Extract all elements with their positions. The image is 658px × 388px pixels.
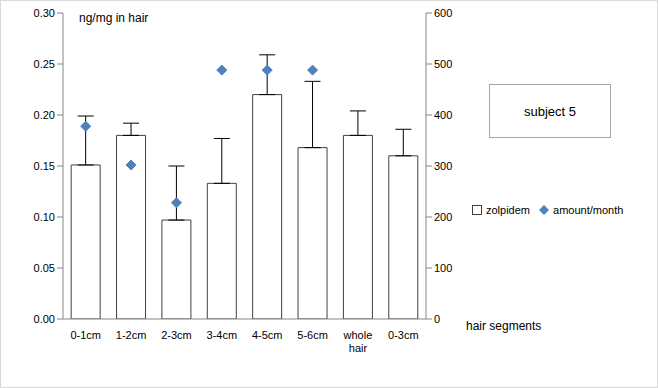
svg-text:600: 600: [434, 7, 452, 19]
svg-text:100: 100: [434, 262, 452, 274]
html-text:hair segments: hair segments: [466, 319, 542, 333]
svg-text:0: 0: [434, 313, 440, 325]
svg-text:2-3cm: 2-3cm: [161, 329, 192, 341]
html-text:ng/mg in hair: ng/mg in hair: [79, 11, 149, 25]
svg-text:300: 300: [434, 160, 452, 172]
svg-text:500: 500: [434, 58, 452, 70]
html-text:subject 5: subject 5: [524, 103, 576, 119]
html-text:amount/month: amount/month: [553, 204, 624, 216]
svg-text:0-3cm: 0-3cm: [388, 329, 419, 341]
svg-text:0-1cm: 0-1cm: [70, 329, 101, 341]
svg-text:0.05: 0.05: [34, 262, 55, 274]
svg-text:0.25: 0.25: [34, 58, 55, 70]
svg-text:0.20: 0.20: [34, 109, 55, 121]
svg-text:400: 400: [434, 109, 452, 121]
svg-text:4-5cm: 4-5cm: [252, 329, 283, 341]
svg-text:0.00: 0.00: [34, 313, 55, 325]
svg-text:0.10: 0.10: [34, 211, 55, 223]
svg-text:3-4cm: 3-4cm: [207, 329, 238, 341]
svg-text:1-2cm: 1-2cm: [116, 329, 147, 341]
svg-text:0.15: 0.15: [34, 160, 55, 172]
svg-text:0.30: 0.30: [34, 7, 55, 19]
svg-text:5-6cm: 5-6cm: [297, 329, 328, 341]
html-text:zolpidem: zolpidem: [486, 204, 530, 216]
svg-text:200: 200: [434, 211, 452, 223]
svg-text:wholehair: wholehair: [343, 329, 373, 354]
